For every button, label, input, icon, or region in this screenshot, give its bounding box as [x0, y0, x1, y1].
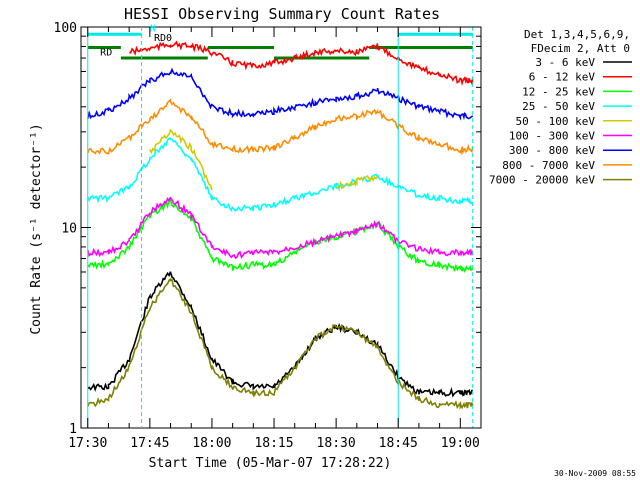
series-line-8 — [87, 277, 474, 410]
legend-label: 7000 - 20000 keV — [489, 174, 595, 187]
legend-label: 50 - 100 keV — [516, 115, 596, 128]
y-tick-label: 1 — [69, 422, 77, 437]
annotation-label: RD — [100, 48, 112, 59]
legend-label: 12 - 25 keV — [522, 85, 595, 98]
chart-title: HESSI Observing Summary Count Rates — [124, 5, 440, 23]
legend-label: 300 - 800 keV — [509, 144, 595, 157]
legend-label: 800 - 7000 keV — [502, 159, 595, 172]
x-tick-label: 18:30 — [317, 436, 356, 451]
legend-label: 100 - 300 keV — [509, 130, 595, 143]
flag-bars — [87, 32, 473, 60]
series-line-3 — [87, 137, 474, 213]
legend: Det 1,3,4,5,6,9,FDecim 2, Att 03 - 6 keV… — [489, 28, 632, 187]
series-line-6 — [87, 67, 474, 121]
series-line-5 — [87, 196, 474, 260]
annotation-label: RD0 — [154, 33, 172, 44]
y-tick-label: 10 — [61, 222, 77, 237]
x-tick-label: 17:45 — [130, 436, 169, 451]
legend-header-line: FDecim 2, Att 0 — [531, 42, 630, 55]
x-tick-label: 18:45 — [379, 436, 418, 451]
annotation-label: N — [150, 23, 156, 34]
x-tick-label: 18:00 — [192, 436, 231, 451]
series-line-7 — [87, 97, 474, 156]
legend-label: 25 - 50 keV — [522, 100, 595, 113]
y-axis: 1 10 100 — [54, 21, 481, 437]
legend-label: 3 - 6 keV — [535, 56, 595, 69]
series-line-2 — [87, 198, 474, 273]
x-tick-label: 19:00 — [441, 436, 480, 451]
series-lines — [87, 40, 474, 410]
x-tick-label: 17:30 — [68, 436, 107, 451]
y-axis-label: Count Rate (s⁻¹ detector⁻¹) — [29, 123, 44, 334]
series-line-0 — [87, 271, 473, 398]
series-line-1 — [129, 40, 474, 87]
timestamp: 30-Nov-2009 08:55 — [554, 469, 636, 478]
series-line-4 — [149, 128, 379, 191]
legend-header-line: Det 1,3,4,5,6,9, — [524, 28, 630, 41]
legend-label: 6 - 12 keV — [529, 71, 596, 84]
x-axis: 17:30 17:45 18:00 18:15 18:30 18:45 19:00 — [68, 27, 482, 451]
x-axis-label: Start Time (05-Mar-07 17:28:22) — [149, 456, 392, 471]
x-tick-label: 18:15 — [254, 436, 293, 451]
y-tick-label: 100 — [54, 21, 77, 36]
